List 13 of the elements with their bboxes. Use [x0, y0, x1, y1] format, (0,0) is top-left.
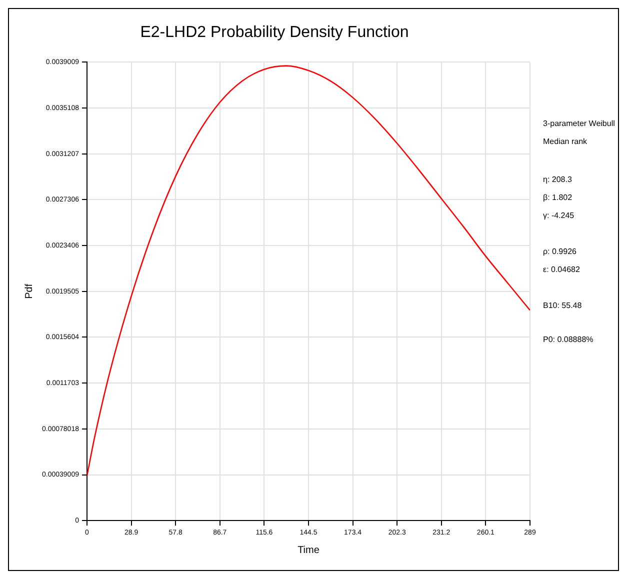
text: B10: 55.48: [543, 301, 582, 310]
text: Median rank: [543, 137, 588, 146]
x-axis-title: Time: [298, 544, 320, 556]
chart-title: E2-LHD2 Probability Density Function: [140, 24, 409, 42]
text: γ: -4.245: [543, 211, 574, 220]
text: ε: 0.04682: [543, 265, 580, 274]
y-axis-title: Pdf: [24, 284, 35, 299]
text: P0: 0.08888%: [543, 335, 594, 344]
text: ρ: 0.9926: [543, 247, 576, 256]
line-series: [86, 65, 530, 477]
text: β: 1.802: [543, 193, 572, 202]
text: 3-parameter Weibull: [543, 119, 615, 128]
text: η: 208.3: [543, 175, 572, 184]
